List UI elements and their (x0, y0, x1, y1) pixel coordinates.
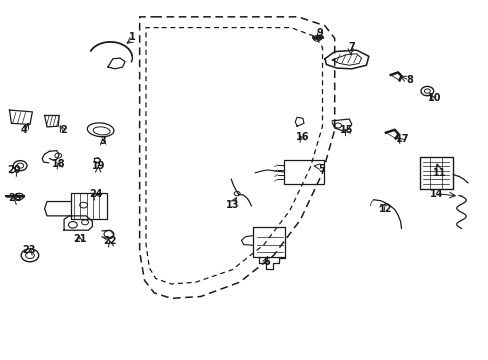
Text: 14: 14 (429, 189, 443, 199)
Text: 8: 8 (406, 75, 413, 85)
Text: 7: 7 (347, 42, 354, 52)
Text: 16: 16 (296, 132, 309, 142)
Text: 9: 9 (316, 28, 323, 38)
Text: 11: 11 (432, 168, 446, 178)
Text: 18: 18 (52, 159, 66, 169)
Text: 5: 5 (318, 164, 324, 174)
Text: 6: 6 (263, 257, 269, 267)
Text: 25: 25 (9, 193, 22, 203)
Text: 15: 15 (340, 125, 353, 135)
Text: 2: 2 (61, 125, 67, 135)
Text: 21: 21 (73, 234, 86, 244)
Text: 24: 24 (89, 189, 102, 199)
Text: 4: 4 (20, 125, 27, 135)
Text: 1: 1 (129, 32, 136, 41)
Text: 22: 22 (103, 236, 117, 246)
Text: 19: 19 (91, 161, 105, 171)
Text: 12: 12 (378, 204, 392, 214)
Text: 17: 17 (395, 134, 409, 144)
Text: 20: 20 (8, 165, 21, 175)
Text: 3: 3 (100, 136, 106, 145)
Text: 23: 23 (22, 245, 36, 255)
Text: 10: 10 (427, 93, 441, 103)
Text: 13: 13 (225, 200, 239, 210)
